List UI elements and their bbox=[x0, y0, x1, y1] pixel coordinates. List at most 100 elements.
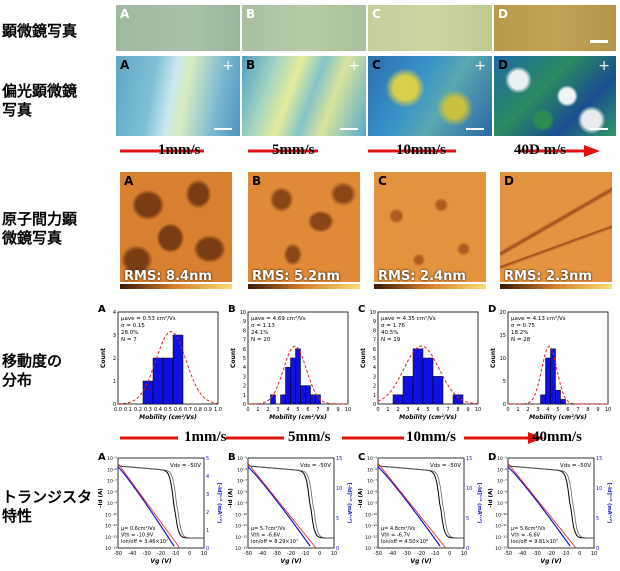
y-tick-label-right: 0 bbox=[206, 546, 209, 552]
y-tick-label-left: 10⁻¹³ bbox=[105, 546, 117, 552]
y-tick-label: 0 bbox=[503, 402, 506, 408]
x-tick-label: 0 bbox=[246, 407, 249, 413]
x-tick-label: 0.2 bbox=[134, 407, 142, 413]
y-tick-label: 2 bbox=[373, 384, 376, 390]
y-tick-label-left: 10⁻⁵ bbox=[237, 456, 247, 462]
row-label-optical: 顕微鏡写真 bbox=[2, 22, 78, 40]
x-tick-label: -20 bbox=[157, 551, 165, 557]
histogram-A: A 0.0 0.1 0.2 0.3 0.4 0.5 0.6 0.7 0.8 0.9 1.0 0 1 2 3 4 M… bbox=[98, 304, 222, 421]
y-axis-label: Count bbox=[490, 348, 497, 368]
panel-letter: A bbox=[124, 174, 134, 188]
x-tick-label: 7 bbox=[316, 407, 319, 413]
x-tick-label: 10 bbox=[201, 551, 207, 557]
x-tick-label: 2 bbox=[266, 407, 269, 413]
y-tick-label-left: 10⁻¹² bbox=[365, 535, 377, 541]
y-axis-label-left: -Id (A) bbox=[488, 488, 494, 508]
x-tick-label: 6 bbox=[436, 407, 439, 413]
height-colorbar bbox=[374, 284, 486, 289]
linear-fit-line bbox=[507, 463, 577, 549]
x-tick-label: 4 bbox=[416, 407, 419, 413]
histogram-bar bbox=[290, 357, 296, 405]
panel-letter: D bbox=[498, 7, 508, 21]
y-tick-label: 1 bbox=[243, 393, 246, 399]
y-tick-label-left: 10⁻⁷ bbox=[237, 479, 247, 485]
vds-label: Vds = -50V bbox=[170, 463, 201, 469]
y-tick-label: 6 bbox=[373, 347, 376, 353]
x-tick-label: 10 bbox=[475, 407, 481, 413]
y-tick-label-left: 10⁻⁹ bbox=[107, 501, 117, 507]
panel-letter: A bbox=[120, 7, 130, 21]
stats-line: σ = 1.13 bbox=[251, 323, 275, 329]
y-tick-label-left: 10⁻¹¹ bbox=[365, 524, 377, 530]
gaussian-fit-line bbox=[508, 345, 608, 405]
y-tick-label-right: 10 bbox=[466, 486, 472, 492]
histogram-bar bbox=[555, 389, 561, 405]
y-tick-label: 5 bbox=[243, 356, 246, 362]
histogram-bar bbox=[285, 366, 291, 405]
y-tick-label-left: 10⁻¹³ bbox=[495, 546, 507, 552]
panel-letter: A bbox=[120, 58, 130, 72]
histogram-bar bbox=[295, 348, 301, 405]
transfer-curve-C: C-50 -40 -30 -20 -10 0 1010⁻¹³10⁻¹²10⁻¹¹10⁻¹⁰1… bbox=[358, 452, 483, 565]
device-parameter: Vth = -10.9V bbox=[121, 533, 154, 539]
polarized-image-a: A + bbox=[116, 56, 240, 136]
histogram-bar bbox=[412, 348, 424, 405]
x-tick-label: 1 bbox=[256, 407, 259, 413]
y-tick-label-left: 10⁻¹⁰ bbox=[105, 512, 117, 518]
panel-letter: C bbox=[378, 174, 387, 188]
y-tick-label-left: 10⁻⁸ bbox=[107, 490, 117, 496]
y-axis-label: Count bbox=[360, 348, 367, 368]
log-id-curve-reverse bbox=[507, 465, 594, 539]
panel-letter: B bbox=[228, 452, 236, 463]
plot-frame bbox=[507, 457, 595, 549]
y-tick-label: 8 bbox=[373, 328, 376, 334]
histogram-bar bbox=[560, 399, 566, 405]
rms-label: RMS: 2.3nm bbox=[504, 269, 592, 284]
x-axis-label: Mobility (cm²/Vs) bbox=[529, 414, 587, 421]
sqrt-id-curve bbox=[507, 466, 571, 547]
y-axis-label: Count bbox=[230, 348, 237, 368]
stats-line: μave = 4.13 cm²/Vs bbox=[511, 315, 566, 322]
histogram-bar bbox=[162, 357, 174, 405]
stats-line: N = 7 bbox=[121, 337, 137, 343]
scale-bar bbox=[466, 128, 484, 130]
y-tick-label-right: 10 bbox=[596, 486, 602, 492]
y-axis-label-right: [-Id]¹ᐟ² (mA¹ᐟ²) bbox=[216, 483, 223, 523]
stats-line: N = 19 bbox=[381, 337, 401, 343]
polarizer-cross-icon: + bbox=[598, 58, 610, 74]
y-tick-label: 15 bbox=[500, 333, 506, 339]
gaussian-fit-line bbox=[117, 331, 219, 405]
plot-frame bbox=[247, 457, 335, 549]
x-tick-label: -50 bbox=[114, 551, 122, 557]
y-tick-label-right: 5 bbox=[466, 516, 469, 522]
y-tick-label-left: 10⁻⁸ bbox=[237, 490, 247, 496]
y-tick-label-left: 10⁻¹⁰ bbox=[365, 512, 377, 518]
panel-letter: C bbox=[372, 58, 381, 72]
y-tick-label-right: 4 bbox=[206, 474, 209, 480]
y-axis-label-right: [-Id]¹ᐟ² (mA¹ᐟ²) bbox=[476, 483, 483, 523]
speed-arrow-top bbox=[120, 145, 600, 157]
histogram-bar bbox=[545, 357, 551, 405]
x-axis-label: Mobility (cm²/Vs) bbox=[269, 414, 327, 421]
x-tick-label: -40 bbox=[128, 551, 136, 557]
histogram-bar bbox=[270, 394, 276, 405]
y-axis-label-left: -Id (A) bbox=[358, 488, 364, 508]
panel-letter: B bbox=[246, 7, 256, 21]
y-axis-label-right: [-Id]¹ᐟ² (mA¹ᐟ²) bbox=[346, 483, 353, 523]
device-parameter: μ= 4.8cm²/Vs bbox=[381, 526, 416, 532]
transfer-curve-A: A-50 -40 -30 -20 -10 0 1010⁻¹³10⁻¹²10⁻¹¹10⁻¹⁰1… bbox=[98, 452, 223, 565]
gaussian-fit-line bbox=[248, 345, 348, 405]
mobility-histograms: A0.0 0.1 0.2 0.3 0.4 0.5 0.6 0.7 0.8 0.9 1.001234M… bbox=[98, 304, 611, 421]
x-tick-label: 0 bbox=[376, 407, 379, 413]
y-tick-label-left: 10⁻⁸ bbox=[497, 490, 507, 496]
y-tick-label-left: 10⁻⁵ bbox=[497, 456, 507, 462]
histogram-bar bbox=[280, 394, 286, 405]
y-tick-label: 3 bbox=[113, 333, 116, 339]
log-id-curve-reverse bbox=[377, 465, 464, 539]
x-tick-label: 0.9 bbox=[204, 407, 212, 413]
x-tick-label: 0.6 bbox=[174, 407, 182, 413]
y-tick-label-left: 10⁻⁷ bbox=[107, 479, 117, 485]
y-tick-label-left: 10⁻¹² bbox=[495, 535, 507, 541]
x-tick-label: 0.7 bbox=[184, 407, 192, 413]
y-tick-label: 3 bbox=[373, 374, 376, 380]
